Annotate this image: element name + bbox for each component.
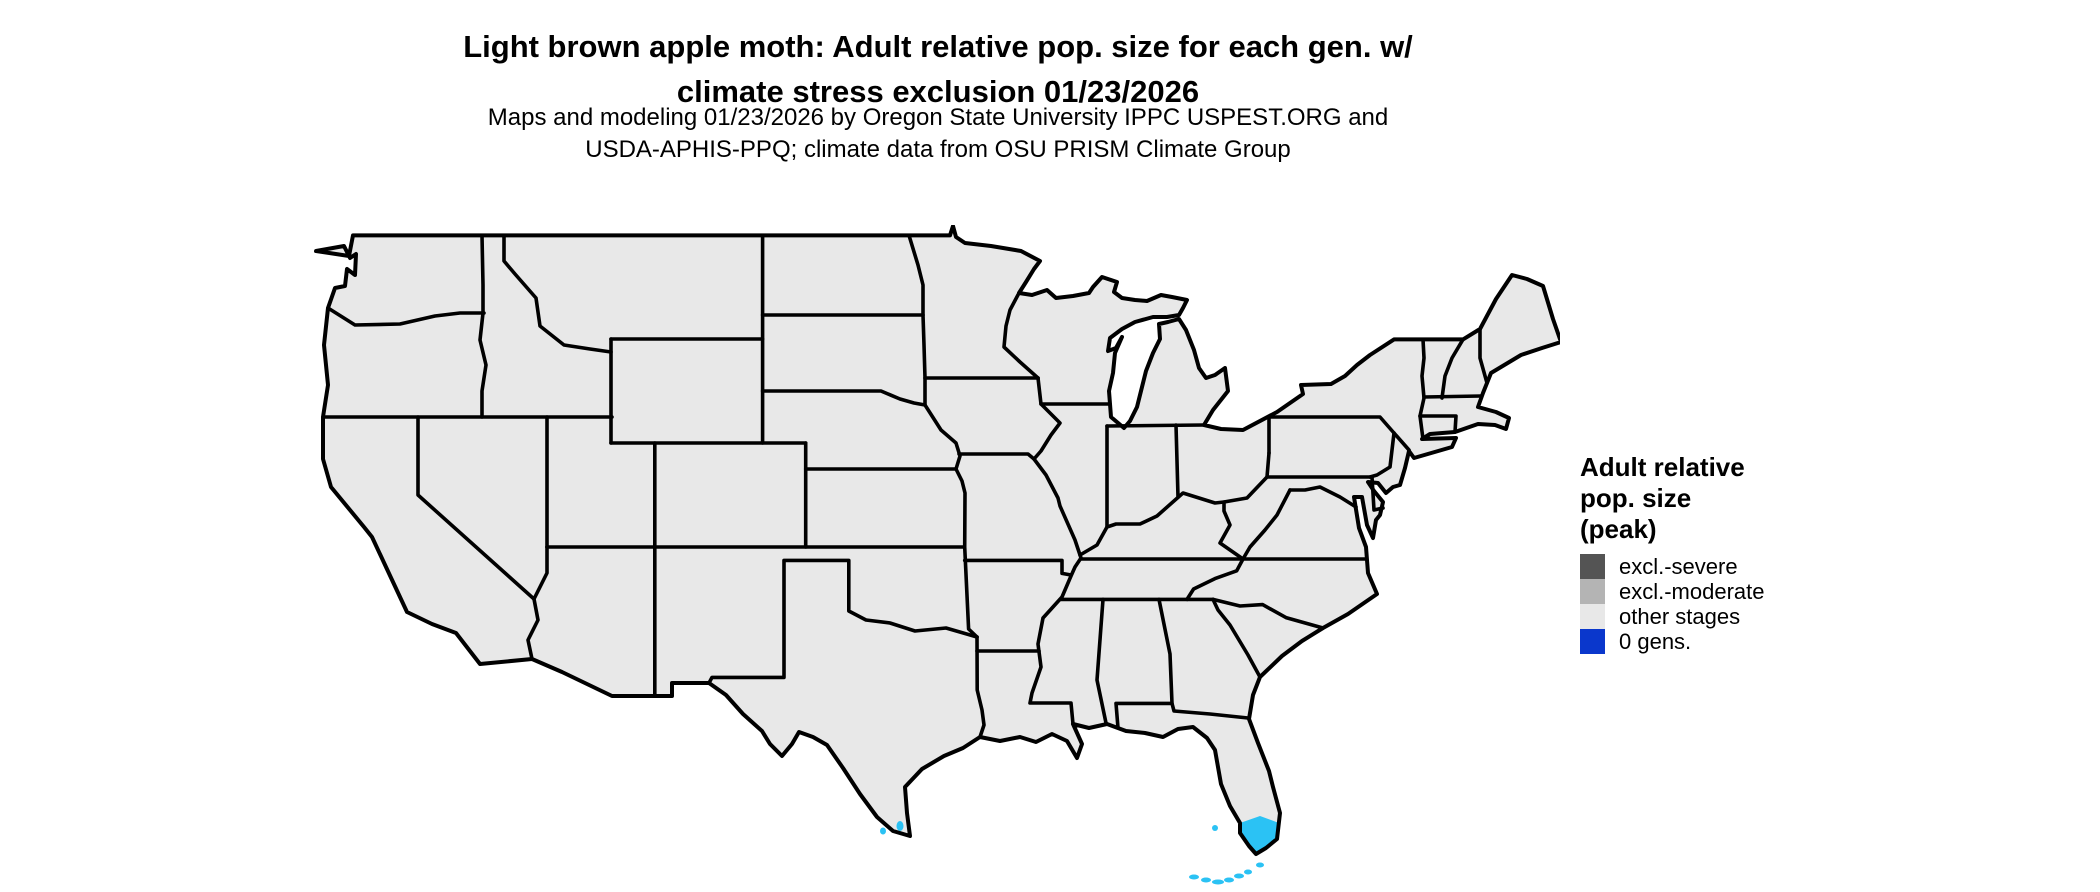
legend-label-excl-moderate: excl.-moderate — [1619, 578, 1765, 604]
us-landmass — [316, 226, 1560, 854]
map-subtitle-line1: Maps and modeling 01/23/2026 by Oregon S… — [487, 104, 1389, 131]
legend-swatch-excl-severe — [1580, 554, 1605, 579]
map-title-line2: climate stress exclusion 01/23/2026 — [676, 74, 1200, 109]
legend-title: Adult relative pop. size (peak) — [1580, 452, 1765, 545]
legend-items: excl.-severe excl.-moderate other stages… — [1580, 554, 1765, 654]
map-subtitle-line2: USDA-APHIS-PPQ; climate data from OSU PR… — [585, 136, 1291, 163]
highlight-florida-keys-dot — [1256, 862, 1264, 868]
legend-title-line3: (peak) — [1580, 514, 1657, 544]
legend-item-excl-severe: excl.-severe — [1580, 554, 1765, 579]
map-title-line1: Light brown apple moth: Adult relative p… — [463, 29, 1413, 64]
map-subtitle: Maps and modeling 01/23/2026 by Oregon S… — [0, 102, 1876, 166]
legend-title-line2: pop. size — [1580, 483, 1692, 513]
highlight-florida-keys-dot — [1212, 879, 1224, 885]
map-title: Light brown apple moth: Adult relative p… — [0, 24, 1876, 114]
us-map-svg — [314, 225, 1560, 885]
highlight-south-texas-dot — [896, 821, 904, 831]
legend-swatch-excl-moderate — [1580, 579, 1605, 604]
highlight-south-florida — [1240, 816, 1279, 854]
highlight-florida-keys-dot — [1224, 877, 1234, 883]
legend-title-line1: Adult relative — [1580, 452, 1745, 482]
legend-swatch-other-stages — [1580, 604, 1605, 629]
us-map — [310, 225, 1560, 885]
legend-panel: Adult relative pop. size (peak) excl.-se… — [1580, 452, 1765, 654]
legend-label-other-stages: other stages — [1619, 603, 1741, 629]
highlight-florida-keys-dot — [1189, 874, 1199, 880]
highlight-south-texas-dot — [880, 827, 886, 835]
highlight-regions — [880, 816, 1279, 885]
highlight-florida-west-coast-dot — [1212, 825, 1218, 831]
legend-item-other-stages: other stages — [1580, 604, 1765, 629]
legend-item-excl-moderate: excl.-moderate — [1580, 579, 1765, 604]
highlight-florida-keys-dot — [1201, 877, 1211, 883]
highlight-florida-keys-dot — [1244, 869, 1252, 875]
legend-swatch-0-gens — [1580, 629, 1605, 654]
legend-label-0-gens: 0 gens. — [1619, 628, 1692, 654]
us-outline — [314, 225, 1560, 856]
legend-label-excl-severe: excl.-severe — [1619, 553, 1738, 579]
legend-item-0-gens: 0 gens. — [1580, 629, 1765, 654]
state-borders — [321, 233, 1489, 739]
highlight-florida-keys-dot — [1234, 873, 1244, 879]
